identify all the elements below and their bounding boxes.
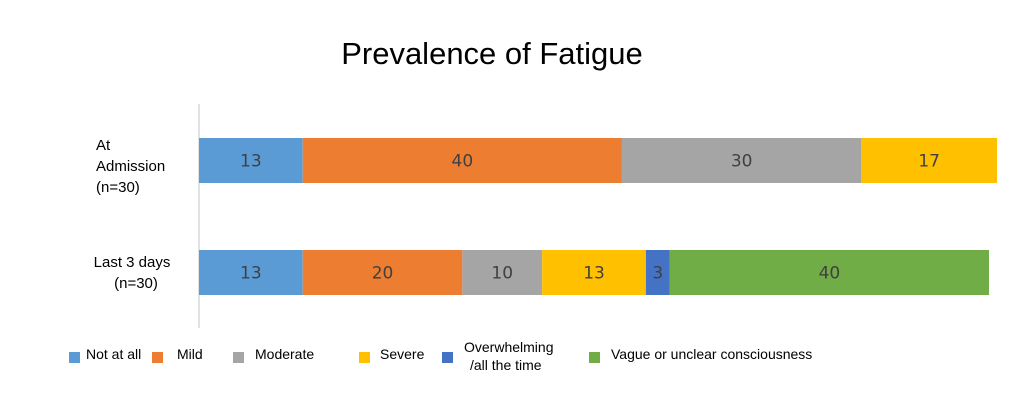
bar-segment	[861, 138, 997, 183]
category-labels: At Admission (n=30) Last 3 days (n=30)	[94, 137, 171, 292]
legend-label: Severe	[380, 346, 425, 362]
legend-swatch	[233, 352, 244, 363]
category-label: (n=30)	[114, 275, 158, 292]
data-label: 30	[731, 152, 753, 172]
legend-label: Not at all	[86, 346, 141, 362]
data-label: 3	[652, 264, 663, 284]
legend-swatch	[442, 352, 453, 363]
data-label: 10	[491, 264, 513, 284]
legend-label: /all the time	[470, 357, 542, 373]
bar-segment	[302, 138, 622, 183]
bar-segment	[302, 250, 463, 295]
bar-segment	[669, 250, 990, 295]
bar-segment	[462, 250, 543, 295]
legend-swatch	[359, 352, 370, 363]
data-label: 20	[372, 264, 394, 284]
data-label: 40	[819, 264, 841, 284]
legend-swatch	[589, 352, 600, 363]
legend-swatch	[152, 352, 163, 363]
data-label: 40	[452, 152, 474, 172]
legend-label: Vague or unclear consciousness	[611, 346, 812, 362]
category-label: Admission	[96, 158, 165, 175]
legend-label: Moderate	[255, 346, 314, 362]
bar-segment	[645, 250, 670, 295]
category-label: (n=30)	[96, 179, 140, 196]
legend-label: Overwhelming	[464, 339, 553, 355]
bar-segment	[199, 138, 303, 183]
legend-label: Mild	[177, 346, 203, 362]
category-label: Last 3 days	[94, 254, 171, 271]
data-label: 13	[240, 152, 262, 172]
bar-segment	[199, 250, 303, 295]
bar-segment	[542, 250, 646, 295]
category-label: At	[96, 137, 111, 154]
legend-swatch	[69, 352, 80, 363]
bar-segment	[621, 138, 862, 183]
chart-title: Prevalence of Fatigue	[341, 36, 643, 71]
data-label: 17	[918, 152, 940, 172]
legend: Not at all Mild Moderate Severe Overwhelming…	[69, 339, 812, 373]
data-label: 13	[583, 264, 605, 284]
bars: 13 40 30 17 13 20 10 13 3 40	[199, 138, 997, 295]
data-label: 13	[240, 264, 262, 284]
